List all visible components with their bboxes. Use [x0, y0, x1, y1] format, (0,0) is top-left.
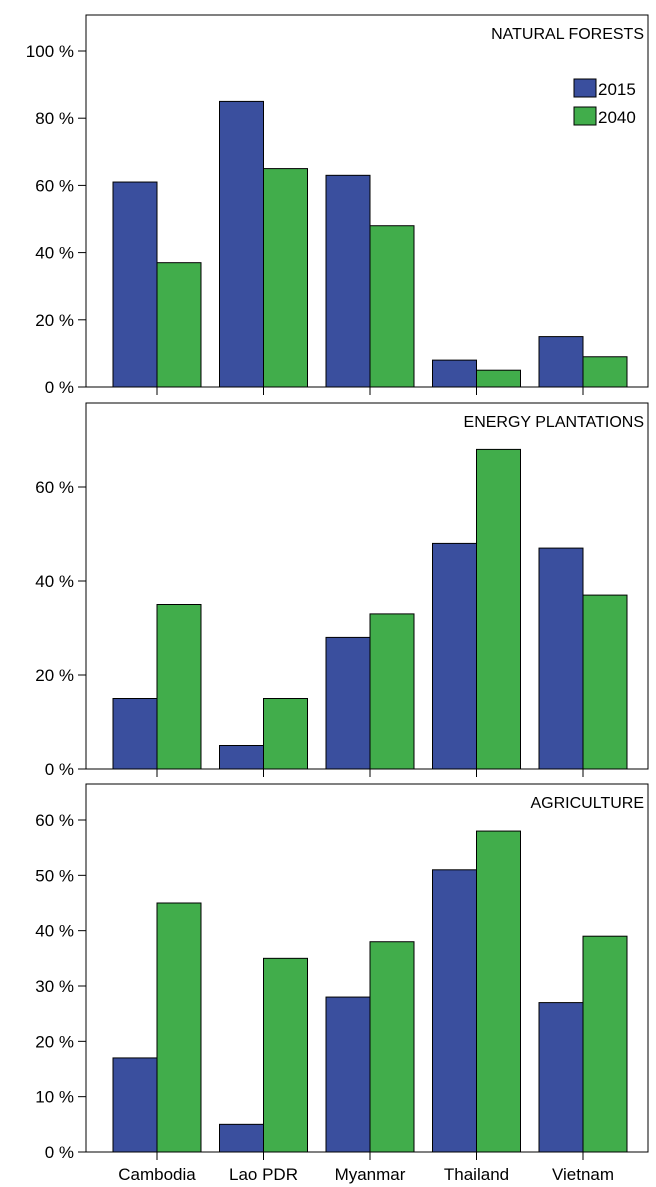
- x-category-label: Lao PDR: [229, 1165, 298, 1184]
- bar: [219, 745, 264, 770]
- y-tick-label: 60 %: [35, 176, 74, 195]
- bar: [112, 1057, 158, 1153]
- bar: [325, 636, 371, 770]
- bar: [263, 698, 308, 770]
- x-category-label: Vietnam: [552, 1165, 614, 1184]
- legend-label: 2015: [598, 80, 636, 99]
- bar: [325, 996, 371, 1153]
- y-tick-label: 100 %: [26, 42, 74, 61]
- bar: [432, 542, 477, 770]
- bar: [582, 594, 628, 770]
- y-tick-label: 30 %: [35, 977, 74, 996]
- y-tick-label: 40 %: [35, 244, 74, 263]
- y-tick-label: 0 %: [45, 760, 74, 779]
- legend-label: 2040: [598, 108, 636, 127]
- bar: [112, 698, 158, 770]
- y-tick-label: 80 %: [35, 109, 74, 128]
- bar: [156, 604, 202, 770]
- bar: [432, 869, 477, 1153]
- y-tick-label: 0 %: [45, 1143, 74, 1162]
- y-tick-label: 20 %: [35, 666, 74, 685]
- y-tick-label: 10 %: [35, 1088, 74, 1107]
- y-tick-label: 0 %: [45, 378, 74, 397]
- bar: [263, 168, 308, 388]
- bar: [538, 1002, 584, 1153]
- y-tick-label: 20 %: [35, 1032, 74, 1051]
- bar: [325, 174, 371, 388]
- bar: [156, 902, 202, 1153]
- y-tick-label: 20 %: [35, 311, 74, 330]
- y-tick-label: 60 %: [35, 811, 74, 830]
- bar: [369, 225, 415, 388]
- bar: [476, 448, 521, 770]
- legend-swatch: [573, 106, 597, 126]
- x-category-label: Cambodia: [118, 1165, 196, 1184]
- y-tick-label: 60 %: [35, 478, 74, 497]
- bar: [582, 935, 628, 1153]
- bar: [219, 100, 264, 388]
- y-tick-label: 40 %: [35, 922, 74, 941]
- bar: [476, 369, 521, 388]
- panel-title: AGRICULTURE: [531, 795, 645, 812]
- bar: [432, 359, 477, 388]
- bar: [369, 613, 415, 770]
- bar: [538, 336, 584, 388]
- bar: [538, 547, 584, 770]
- bar: [112, 181, 158, 388]
- bar: [476, 830, 521, 1153]
- x-category-label: Thailand: [444, 1165, 509, 1184]
- bar: [369, 941, 415, 1153]
- x-category-label: Myanmar: [335, 1165, 406, 1184]
- bar: [263, 957, 308, 1153]
- bar: [156, 262, 202, 388]
- panel-title: ENERGY PLANTATIONS: [464, 414, 644, 431]
- bar: [582, 356, 628, 388]
- panel-title: NATURAL FORESTS: [491, 26, 644, 43]
- y-tick-label: 50 %: [35, 866, 74, 885]
- bar: [219, 1123, 264, 1153]
- y-tick-label: 40 %: [35, 572, 74, 591]
- legend-swatch: [573, 78, 597, 98]
